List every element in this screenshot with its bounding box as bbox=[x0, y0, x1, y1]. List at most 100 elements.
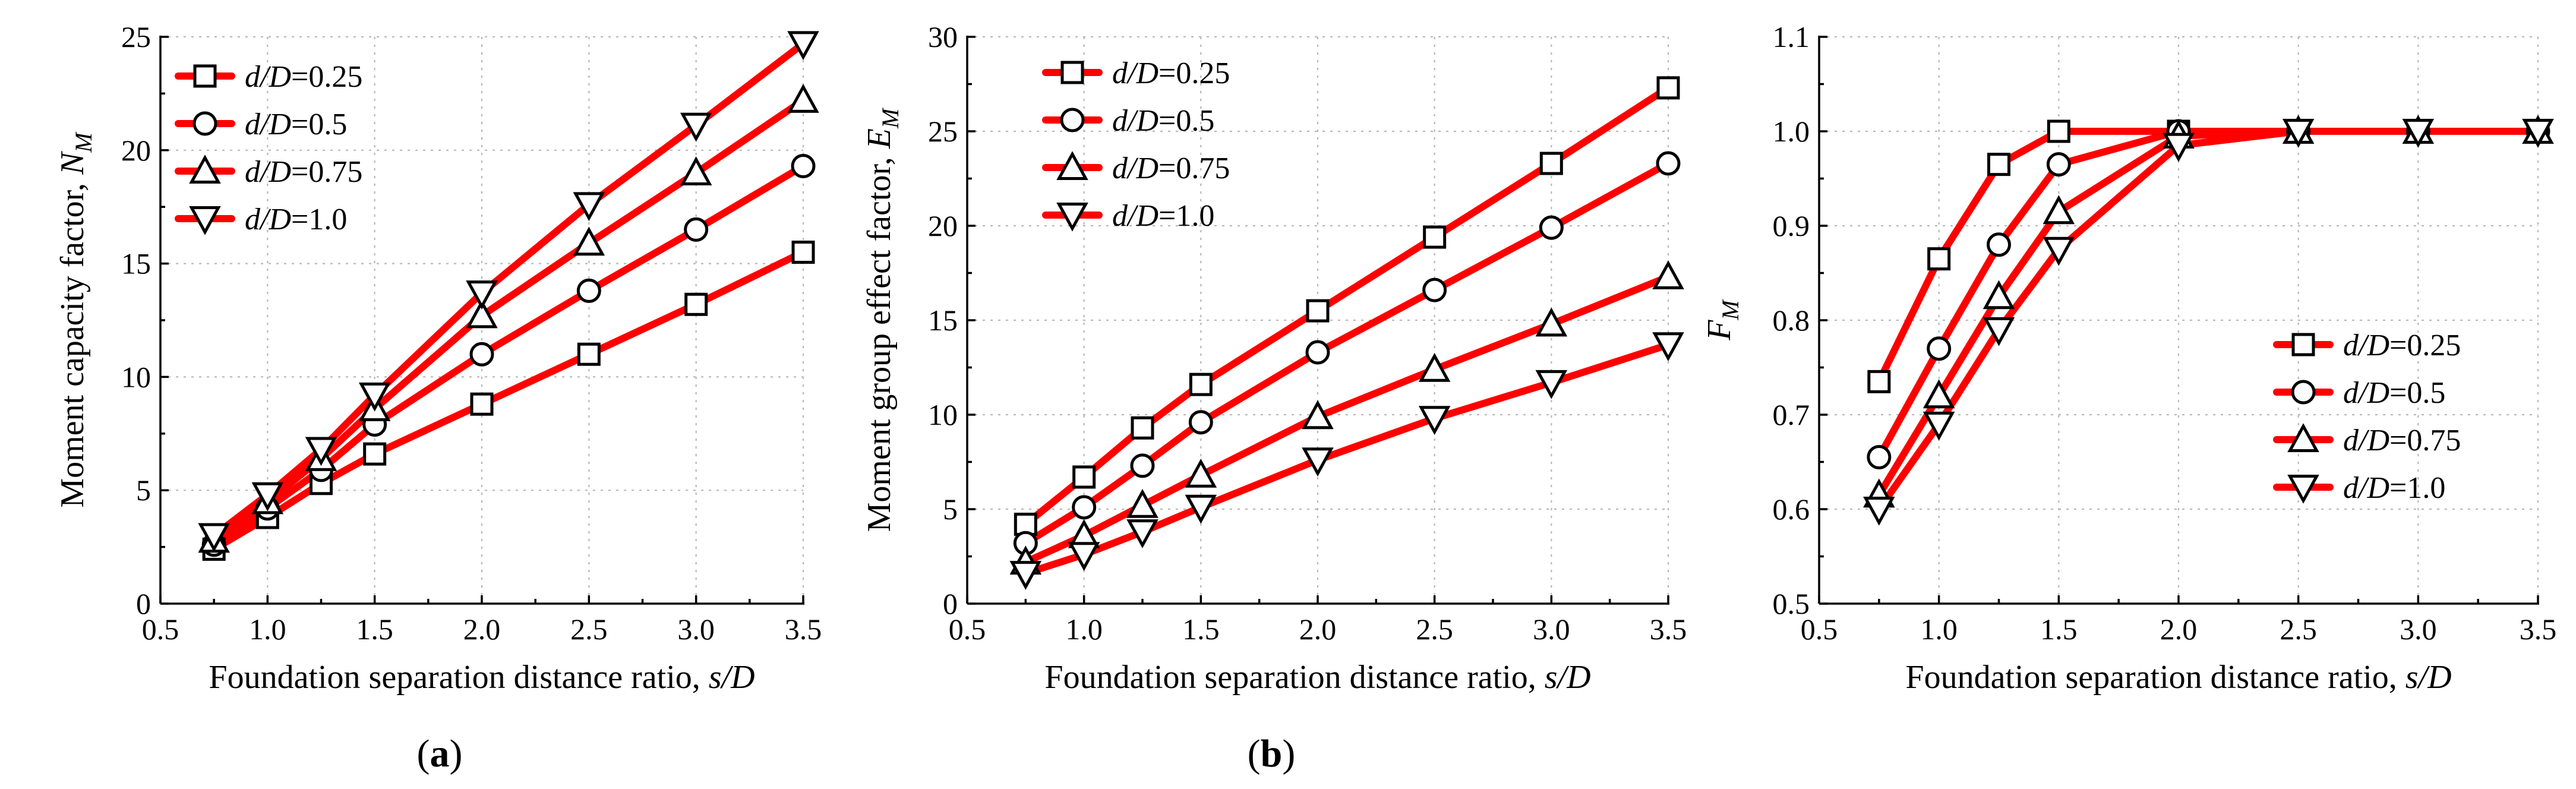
data-point bbox=[1867, 370, 1891, 393]
data-point bbox=[1126, 488, 1158, 518]
data-point bbox=[1422, 277, 1447, 302]
y-tick-label: 20 bbox=[928, 209, 958, 242]
data-point bbox=[1305, 340, 1330, 365]
y-tick-label: 30 bbox=[928, 20, 958, 53]
data-point bbox=[684, 217, 709, 242]
data-point bbox=[1982, 317, 2015, 346]
data-point bbox=[680, 112, 712, 142]
y-axis-label: Moment capacity factor, NM bbox=[54, 131, 97, 508]
data-point bbox=[1535, 307, 1568, 337]
legend-marker bbox=[1056, 151, 1088, 181]
data-point bbox=[466, 280, 498, 310]
series-line bbox=[1022, 341, 1672, 577]
legend-label: d/D=1.0 bbox=[2343, 471, 2445, 505]
legend-label: d/D=0.75 bbox=[2343, 424, 2461, 457]
data-point bbox=[1987, 232, 2011, 257]
x-tick-label: 3.5 bbox=[1650, 613, 1687, 646]
data-point bbox=[1982, 280, 2015, 310]
legend: d/D=0.25 d/D=0.5 d/D=0.75 d/D=1.0 bbox=[175, 60, 362, 236]
y-tick-label: 25 bbox=[121, 20, 151, 53]
y-tick-label: 15 bbox=[928, 304, 958, 337]
series-triangle-down bbox=[1022, 341, 1672, 577]
x-tick-label: 2.0 bbox=[463, 613, 501, 646]
y-tick-label: 0.7 bbox=[1773, 398, 1810, 431]
grid bbox=[967, 36, 1669, 604]
data-point bbox=[1130, 453, 1155, 478]
legend: d/D=0.25 d/D=0.5 d/D=0.75 d/D=1.0 bbox=[2273, 329, 2461, 505]
legend-marker bbox=[189, 206, 221, 235]
x-tick-label: 1.5 bbox=[1182, 613, 1220, 646]
y-tick-label: 0.9 bbox=[1773, 209, 1810, 242]
data-point bbox=[573, 192, 605, 222]
data-point bbox=[1652, 332, 1684, 362]
legend-marker bbox=[2291, 333, 2315, 356]
legend-label: d/D=0.25 bbox=[1112, 56, 1230, 90]
data-point bbox=[1418, 352, 1451, 382]
data-point bbox=[1306, 299, 1330, 323]
data-point bbox=[787, 84, 819, 113]
x-tick-label: 1.0 bbox=[1920, 613, 1958, 646]
series-line bbox=[1875, 128, 2542, 513]
series-line bbox=[1022, 273, 1672, 566]
legend: d/D=0.25 d/D=0.5 d/D=0.75 d/D=1.0 bbox=[1042, 56, 1230, 233]
data-point bbox=[2047, 119, 2070, 143]
data-point bbox=[305, 437, 337, 466]
y-tick-label: 15 bbox=[121, 247, 151, 280]
data-point bbox=[251, 482, 284, 512]
data-point bbox=[1922, 411, 1955, 441]
legend-marker bbox=[189, 154, 221, 184]
data-point bbox=[2522, 118, 2554, 148]
data-point bbox=[2043, 195, 2075, 225]
legend-label: d/D=0.5 bbox=[245, 108, 347, 141]
data-point bbox=[791, 154, 816, 179]
series-markers-triangle-down bbox=[198, 31, 819, 553]
y-tick-label: 10 bbox=[928, 398, 958, 431]
x-axis-label: Foundation separation distance ratio, s/… bbox=[209, 659, 755, 696]
x-tick-label: 3.5 bbox=[785, 613, 822, 646]
x-tick-label: 0.5 bbox=[142, 613, 179, 646]
x-tick-label: 0.5 bbox=[949, 613, 986, 646]
data-point bbox=[1302, 447, 1334, 477]
data-point bbox=[358, 382, 391, 412]
panel-label: (b) bbox=[1248, 732, 1296, 775]
data-point bbox=[470, 392, 494, 416]
y-tick-label: 0.6 bbox=[1773, 493, 1810, 526]
data-point bbox=[1131, 416, 1154, 440]
data-point bbox=[1539, 152, 1563, 175]
legend-label: d/D=1.0 bbox=[1112, 199, 1214, 233]
data-point bbox=[1987, 153, 2010, 176]
x-tick-label: 2.0 bbox=[1299, 613, 1337, 646]
data-point bbox=[1072, 465, 1096, 489]
data-point bbox=[1539, 215, 1564, 240]
legend-marker bbox=[2291, 380, 2316, 405]
series-markers-triangle-down bbox=[1863, 118, 2554, 526]
y-axis-label: Moment group effect factor, EM bbox=[861, 107, 904, 532]
data-point bbox=[787, 31, 819, 61]
data-point bbox=[791, 241, 815, 264]
x-tick-label: 2.5 bbox=[2280, 613, 2317, 646]
chart-panel-3: 0.5 1.0 1.5 2.0 2.5 3.0 3.5 0.5 0.6 0.7 0.8 0.9 1.0 1… bbox=[1701, 20, 2556, 696]
data-point bbox=[1656, 151, 1681, 176]
x-tick-label: 1.0 bbox=[249, 613, 286, 646]
data-point bbox=[577, 342, 601, 366]
legend-marker bbox=[193, 64, 217, 88]
x-tick-label: 3.0 bbox=[1533, 613, 1570, 646]
series-markers-square bbox=[1014, 76, 1680, 536]
series-triangle-down bbox=[1875, 128, 2542, 513]
x-tick-label: 1.5 bbox=[2040, 613, 2078, 646]
data-point bbox=[1302, 400, 1334, 430]
y-tick-label: 0.8 bbox=[1773, 304, 1810, 337]
legend-label: d/D=0.75 bbox=[1112, 152, 1230, 185]
data-point bbox=[1927, 247, 1951, 271]
data-point bbox=[363, 442, 387, 466]
x-axis-label: Foundation separation distance ratio, s/… bbox=[1905, 659, 2451, 696]
data-point bbox=[1418, 406, 1451, 435]
data-point bbox=[1656, 76, 1680, 100]
x-tick-label: 2.5 bbox=[570, 613, 608, 646]
series-markers-triangle-down bbox=[1009, 332, 1684, 590]
legend-marker bbox=[2287, 423, 2319, 453]
legend-label: d/D=1.0 bbox=[245, 203, 347, 236]
data-point bbox=[1652, 260, 1684, 289]
data-point bbox=[1072, 495, 1097, 520]
data-point bbox=[573, 226, 605, 256]
